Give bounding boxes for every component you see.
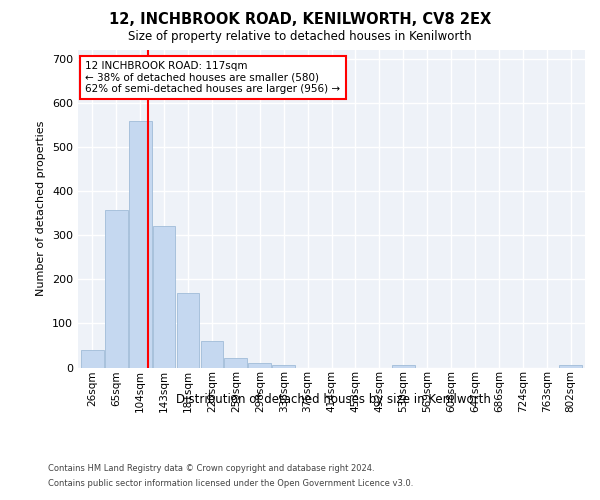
Bar [153,226,175,368]
Bar [81,350,104,368]
Bar [176,294,199,368]
Bar [105,210,128,368]
Text: 12, INCHBROOK ROAD, KENILWORTH, CV8 2EX: 12, INCHBROOK ROAD, KENILWORTH, CV8 2EX [109,12,491,28]
Text: Distribution of detached houses by size in Kenilworth: Distribution of detached houses by size … [176,392,490,406]
Bar [559,366,582,368]
Text: 12 INCHBROOK ROAD: 117sqm
← 38% of detached houses are smaller (580)
62% of semi: 12 INCHBROOK ROAD: 117sqm ← 38% of detac… [85,61,340,94]
Bar [248,362,271,368]
Text: Size of property relative to detached houses in Kenilworth: Size of property relative to detached ho… [128,30,472,43]
Bar [129,120,152,368]
Text: Contains public sector information licensed under the Open Government Licence v3: Contains public sector information licen… [48,479,413,488]
Bar [392,366,415,368]
Y-axis label: Number of detached properties: Number of detached properties [37,121,46,296]
Bar [272,365,295,368]
Text: Contains HM Land Registry data © Crown copyright and database right 2024.: Contains HM Land Registry data © Crown c… [48,464,374,473]
Bar [200,341,223,367]
Bar [224,358,247,368]
